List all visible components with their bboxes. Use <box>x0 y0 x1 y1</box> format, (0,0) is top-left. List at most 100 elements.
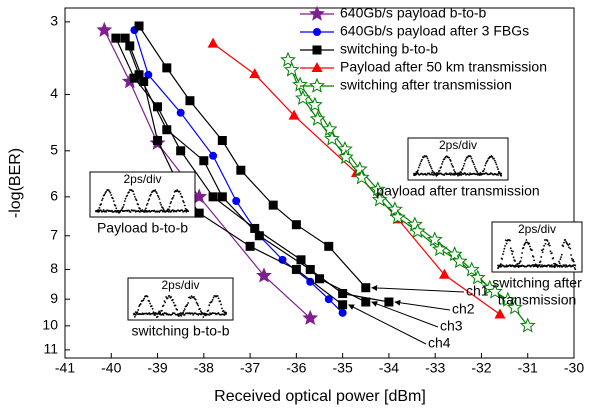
point <box>296 91 309 104</box>
eye-dot <box>172 299 174 301</box>
eye-dot <box>483 170 485 172</box>
eye-dot <box>184 205 186 207</box>
x-tick-label: -34 <box>379 360 399 376</box>
eye-dot <box>430 174 432 176</box>
eye-dot <box>542 248 544 250</box>
eye-dot <box>552 257 554 259</box>
inset-caption: Payload b-to-b <box>97 220 188 236</box>
inset-label: 2ps/div <box>161 278 199 292</box>
eye-dot <box>529 246 531 248</box>
x-tick-label: -41 <box>55 360 75 376</box>
point <box>315 274 324 283</box>
eye-dot <box>574 265 576 267</box>
point <box>162 63 171 72</box>
eye-dot <box>503 251 505 253</box>
eye-dot <box>112 197 114 199</box>
point <box>494 308 505 318</box>
eye-dot <box>213 297 215 299</box>
eye-dot <box>218 297 220 299</box>
eye-dot <box>502 253 504 255</box>
eye-dot <box>176 309 178 311</box>
eye-dot <box>525 239 527 241</box>
point <box>313 28 321 36</box>
eye-dot <box>183 310 185 312</box>
y-tick-label: 3 <box>50 13 58 29</box>
inset-label: 2ps/div <box>123 172 161 186</box>
eye-dot <box>523 247 525 249</box>
eye-dot <box>169 209 171 211</box>
eye-dot <box>125 198 127 200</box>
eye-dot <box>442 161 444 163</box>
eye-dot <box>432 170 434 172</box>
eye-dot <box>493 158 495 160</box>
eye-dot <box>428 162 430 164</box>
eye-dot <box>539 264 541 266</box>
eye-dot <box>170 296 172 298</box>
eye-dot <box>464 160 466 162</box>
eye-dot <box>450 160 452 162</box>
eye-dot <box>136 311 138 313</box>
legend-label: 640Gb/s payload b-to-b <box>340 5 487 21</box>
point <box>195 209 204 218</box>
eye-dot <box>506 243 508 245</box>
eye-dot <box>560 258 562 260</box>
point <box>269 201 278 210</box>
point <box>121 34 130 43</box>
eye-dot <box>179 191 181 193</box>
channel-label: ch4 <box>428 335 451 351</box>
eye-dot <box>186 304 188 306</box>
x-tick-label: -36 <box>286 360 306 376</box>
eye-dot <box>561 254 563 256</box>
eye-dot <box>180 193 182 195</box>
point <box>236 166 245 175</box>
eye-dot <box>543 245 545 247</box>
inset-caption: payload after transmission <box>376 183 539 199</box>
eye-dot <box>187 210 189 212</box>
eye-dot <box>473 163 475 165</box>
eye-dot <box>172 197 174 199</box>
eye-dot <box>574 268 576 270</box>
y-tick-label: 5 <box>50 142 58 158</box>
point <box>338 300 347 309</box>
eye-dot <box>181 196 183 198</box>
eye-dot <box>152 308 154 310</box>
eye-dot <box>149 303 151 305</box>
y-tick-label: 9 <box>50 290 58 306</box>
eye-dot <box>460 171 462 173</box>
eye-dot <box>501 258 503 260</box>
eye-dot <box>470 156 472 158</box>
channel-arrow <box>372 288 464 292</box>
point <box>285 63 298 76</box>
eye-dot <box>547 240 549 242</box>
inset-caption: switching after <box>492 275 582 291</box>
y-tick-label: 7 <box>50 226 58 242</box>
x-tick-label: -37 <box>240 360 260 376</box>
eye-dot <box>528 242 530 244</box>
eye-dot <box>110 194 112 196</box>
eye-dot <box>175 305 177 307</box>
eye-dot <box>220 304 222 306</box>
legend-label: switching after transmission <box>340 77 512 93</box>
chart: Received optical power [dBm] -log(BER) -… <box>0 0 600 410</box>
y-axis-label: -log(BER) <box>7 148 24 218</box>
eye-dot <box>441 163 443 165</box>
eye-dot <box>452 166 454 168</box>
eye-dot <box>439 170 441 172</box>
eye-dot <box>183 201 185 203</box>
eye-dot <box>563 242 565 244</box>
eye-dot <box>436 172 438 174</box>
point <box>111 34 120 43</box>
eye-dot <box>428 160 430 162</box>
x-tick-label: -39 <box>147 360 167 376</box>
eye-dot <box>219 300 221 302</box>
eye-dot <box>136 199 138 201</box>
eye-dot <box>560 256 562 258</box>
eye-dot <box>208 304 210 306</box>
eye-dot <box>109 192 111 194</box>
eye-dot <box>472 162 474 164</box>
point <box>130 74 139 83</box>
eye-dot <box>173 302 175 304</box>
eye-dot <box>102 198 104 200</box>
eye-dot <box>98 207 100 209</box>
point <box>176 146 185 155</box>
